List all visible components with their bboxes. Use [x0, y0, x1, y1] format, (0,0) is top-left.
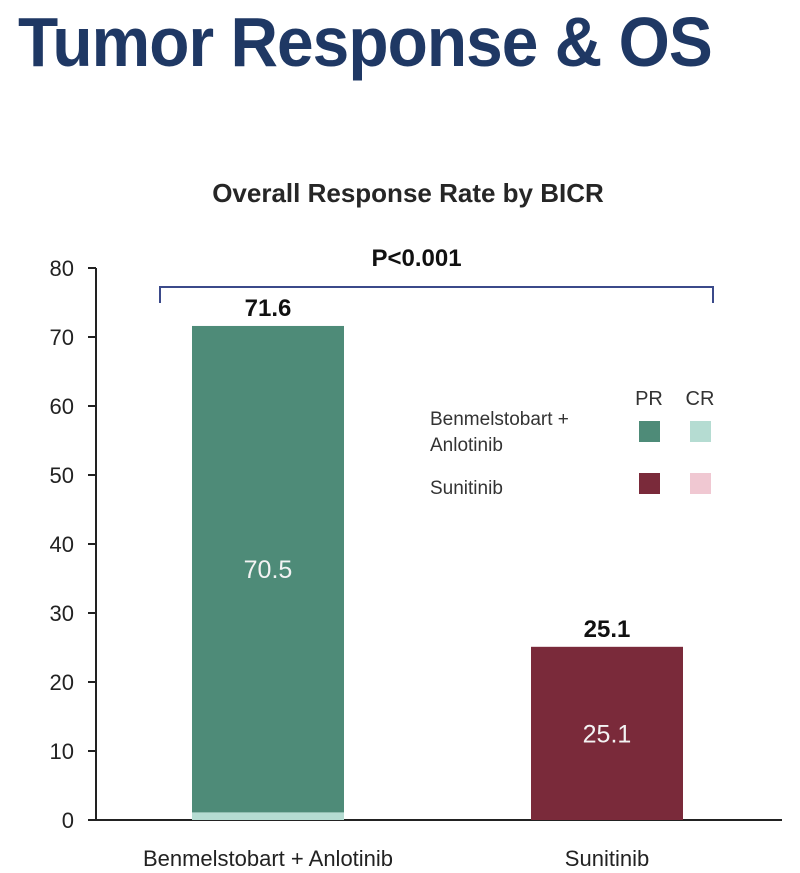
legend-header-cr: CR	[686, 388, 715, 410]
y-tick-label: 20	[50, 670, 74, 695]
y-tick-label: 30	[50, 601, 74, 626]
axis-layer: 0 10 20 30 40 50 60 70 80 Benmelstobart + Anlotin…	[50, 256, 782, 871]
y-tick-label: 70	[50, 325, 74, 350]
bar-pr-0	[192, 325, 344, 813]
y-tick-label: 10	[50, 739, 74, 764]
legend-swatch-cr-1	[690, 473, 711, 494]
segment-label-pr: 25.1	[583, 720, 632, 748]
bar-cr-0	[192, 812, 344, 820]
total-label: 25.1	[584, 616, 631, 643]
annotation-layer: P<0.001	[159, 245, 714, 303]
legend-layer: PR CR Benmelstobart + Anlotinib Sunitinib	[430, 388, 714, 499]
legend-swatch-cr-0	[690, 421, 711, 442]
chart-title: Overall Response Rate by BICR	[212, 178, 604, 208]
y-tick-label: 50	[50, 463, 74, 488]
legend-swatch-pr-1	[639, 473, 660, 494]
legend-row-label: Benmelstobart +	[430, 409, 569, 430]
bar-pr-1	[531, 646, 683, 820]
bar-layer: 1.170.571.6025.125.1	[192, 295, 683, 820]
y-tick-label: 80	[50, 256, 74, 281]
x-category-label: Benmelstobart + Anlotinib	[143, 846, 393, 871]
slide-title: Tumor Response & OS	[18, 3, 713, 81]
legend-swatch-pr-0	[639, 421, 660, 442]
y-tick-label: 0	[62, 808, 74, 833]
p-value-annotation: P<0.001	[371, 245, 461, 272]
legend-header-pr: PR	[635, 388, 663, 410]
legend-row-label: Anlotinib	[430, 435, 503, 456]
y-tick-label: 40	[50, 532, 74, 557]
y-tick-label: 60	[50, 394, 74, 419]
x-category-label: Sunitinib	[565, 846, 649, 871]
legend-row-label: Sunitinib	[430, 478, 503, 499]
total-label: 71.6	[245, 295, 292, 322]
significance-bracket	[159, 286, 714, 303]
segment-label-pr: 70.5	[244, 556, 293, 584]
